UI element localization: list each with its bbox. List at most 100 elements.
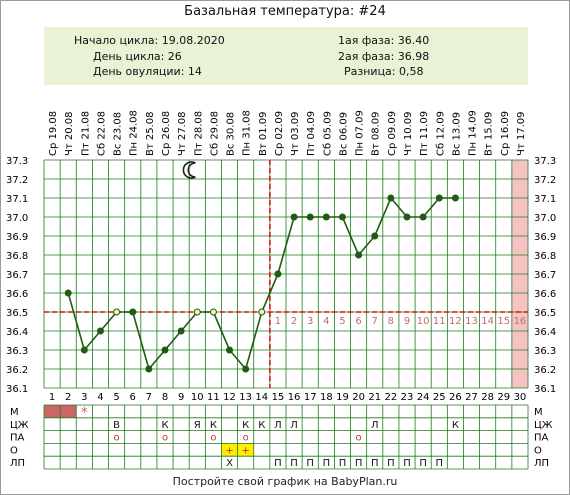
day-number-label: 10 bbox=[191, 392, 204, 403]
day-number-label: 27 bbox=[465, 392, 478, 403]
temperature-point bbox=[113, 308, 121, 316]
day-number-label: 3 bbox=[81, 392, 87, 403]
date-label: Ср 16.09 bbox=[500, 111, 511, 156]
y-tick-label-right: 36.1 bbox=[534, 384, 556, 395]
temperature-line bbox=[67, 196, 456, 371]
luteal-day-number: 3 bbox=[307, 316, 313, 327]
date-label: Пт 11.09 bbox=[419, 111, 430, 156]
phase2-text: 2ая фаза: 36.98 bbox=[338, 50, 430, 63]
luteal-day-number: 14 bbox=[481, 316, 494, 327]
date-label: Вт 08.09 bbox=[371, 112, 382, 157]
date-label: Вс 23.08 bbox=[113, 112, 124, 156]
intercourse-mark: о bbox=[210, 433, 216, 444]
menstruation-cell bbox=[60, 405, 77, 418]
asterisk-icon: * bbox=[81, 405, 88, 421]
y-tick-label-left: 36.9 bbox=[6, 232, 28, 243]
y-tick-label-left: 36.5 bbox=[6, 308, 28, 319]
date-label: Сб 22.08 bbox=[96, 111, 107, 156]
y-tick-label-left: 37.2 bbox=[6, 175, 28, 186]
ovulation-test-mark: + bbox=[241, 445, 249, 456]
y-tick-label-right: 36.4 bbox=[534, 327, 556, 338]
phase1-text: 1ая фаза: 36.40 bbox=[338, 34, 430, 47]
lp-mark: П bbox=[419, 458, 427, 469]
date-label: Пн 07.09 bbox=[355, 110, 366, 156]
day-number-label: 9 bbox=[178, 392, 184, 403]
date-label: Вс 13.09 bbox=[451, 112, 462, 156]
cervical-mucus-mark: К bbox=[258, 420, 265, 431]
day-number-label: 19 bbox=[336, 392, 349, 403]
date-label: Пт 21.08 bbox=[80, 111, 91, 156]
day-number-label: 25 bbox=[433, 392, 446, 403]
cervical-mucus-mark: Л bbox=[290, 420, 298, 431]
temperature-point bbox=[226, 346, 234, 354]
table-row-label-left: ЛП bbox=[10, 458, 25, 469]
lp-mark: Х bbox=[226, 458, 233, 469]
y-tick-label-right: 37.0 bbox=[534, 213, 556, 224]
y-tick-label-left: 36.1 bbox=[6, 384, 28, 395]
difference-text: Разница: 0,58 bbox=[344, 65, 424, 78]
luteal-day-number: 7 bbox=[372, 316, 378, 327]
date-label: Пн 31.08 bbox=[242, 110, 253, 156]
lp-mark: П bbox=[436, 458, 444, 469]
lp-mark: П bbox=[355, 458, 363, 469]
y-tick-label-right: 37.3 bbox=[534, 156, 556, 167]
y-tick-label-left: 37.3 bbox=[6, 156, 28, 167]
intercourse-mark: о bbox=[243, 433, 249, 444]
temperature-point bbox=[145, 365, 153, 373]
temperature-point bbox=[274, 270, 282, 278]
day-number-label: 14 bbox=[255, 392, 268, 403]
temperature-point bbox=[209, 308, 217, 316]
intercourse-mark: о bbox=[356, 433, 362, 444]
table-row-label-left: М bbox=[10, 407, 19, 418]
temperature-point bbox=[355, 251, 363, 259]
y-tick-label-right: 36.5 bbox=[534, 308, 556, 319]
cervical-mucus-mark: Л bbox=[274, 420, 282, 431]
temperature-point bbox=[290, 213, 298, 221]
temperature-point bbox=[338, 213, 346, 221]
temperature-point bbox=[306, 213, 314, 221]
day-number-label: 5 bbox=[113, 392, 119, 403]
temperature-point bbox=[177, 327, 185, 335]
lp-mark: П bbox=[387, 458, 395, 469]
luteal-day-number: 16 bbox=[514, 316, 527, 327]
temperature-point bbox=[387, 194, 395, 202]
date-label: Сб 29.08 bbox=[209, 111, 220, 156]
lp-mark: П bbox=[371, 458, 379, 469]
cervical-mucus-mark: К bbox=[242, 420, 249, 431]
day-number-label: 24 bbox=[417, 392, 430, 403]
temperature-point bbox=[451, 194, 459, 202]
date-label: Пт 28.08 bbox=[193, 111, 204, 156]
table-row-label-right: М bbox=[534, 407, 543, 418]
date-label: Ср 02.09 bbox=[274, 111, 285, 156]
day-number-label: 1 bbox=[49, 392, 55, 403]
date-label: Вт 25.08 bbox=[145, 112, 156, 157]
day-number-label: 8 bbox=[162, 392, 168, 403]
lp-mark: П bbox=[403, 458, 411, 469]
lp-mark: П bbox=[339, 458, 347, 469]
cycle-info-panel: Начало цикла: 19.08.2020 День цикла: 26 … bbox=[44, 27, 528, 85]
luteal-day-number: 4 bbox=[323, 316, 329, 327]
y-tick-label-left: 37.0 bbox=[6, 213, 28, 224]
cycle-day-text: День цикла: 26 bbox=[93, 50, 182, 63]
table-row-label-right: ЛП bbox=[534, 458, 549, 469]
luteal-day-number: 15 bbox=[497, 316, 510, 327]
lp-mark: П bbox=[323, 458, 331, 469]
cycle-start-text: Начало цикла: 19.08.2020 bbox=[74, 34, 225, 47]
y-tick-label-right: 36.6 bbox=[534, 289, 556, 300]
day-number-label: 26 bbox=[449, 392, 462, 403]
temperature-point bbox=[258, 308, 266, 316]
y-tick-label-right: 36.9 bbox=[534, 232, 556, 243]
luteal-day-number: 1 bbox=[275, 316, 281, 327]
temperature-point bbox=[403, 213, 411, 221]
day-number-label: 2 bbox=[65, 392, 71, 403]
day-number-label: 16 bbox=[288, 392, 301, 403]
date-label: Ср 26.08 bbox=[161, 111, 172, 156]
luteal-day-number: 2 bbox=[291, 316, 297, 327]
y-tick-label-left: 36.2 bbox=[6, 365, 28, 376]
day-number-label: 7 bbox=[146, 392, 152, 403]
y-tick-label-left: 37.1 bbox=[6, 194, 28, 205]
temperature-point bbox=[435, 194, 443, 202]
temperature-point bbox=[161, 346, 169, 354]
date-label: Сб 12.09 bbox=[435, 111, 446, 156]
intercourse-mark: о bbox=[114, 433, 120, 444]
